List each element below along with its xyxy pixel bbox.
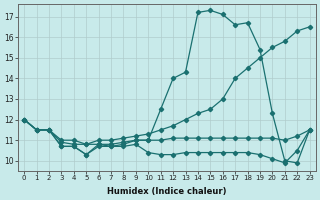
X-axis label: Humidex (Indice chaleur): Humidex (Indice chaleur): [107, 187, 227, 196]
